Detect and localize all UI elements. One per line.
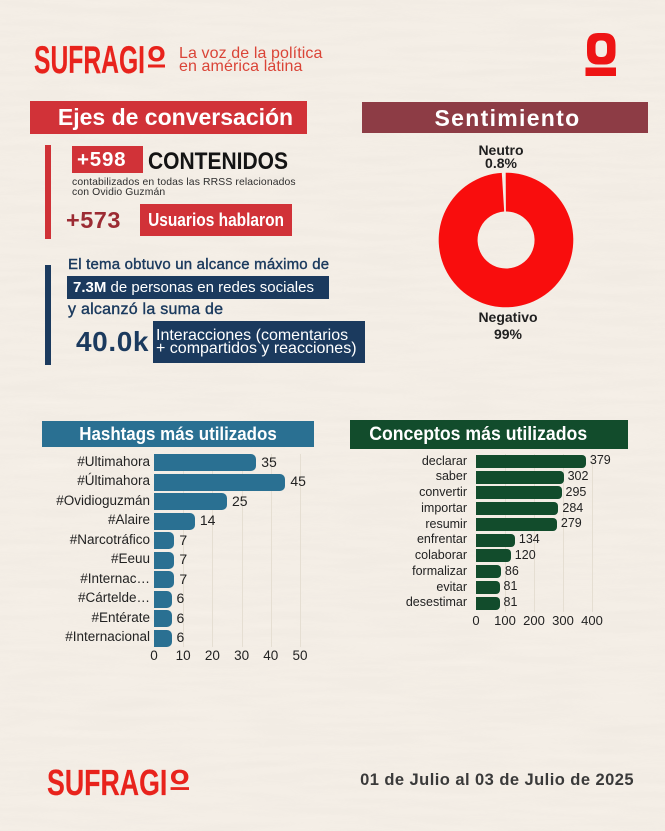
svg-text:O: O: [171, 769, 189, 789]
svg-text:SUFRAGI: SUFRAGI: [47, 769, 167, 796]
svg-text:O: O: [148, 45, 165, 66]
svg-text:SUFRAGI: SUFRAGI: [34, 45, 145, 74]
